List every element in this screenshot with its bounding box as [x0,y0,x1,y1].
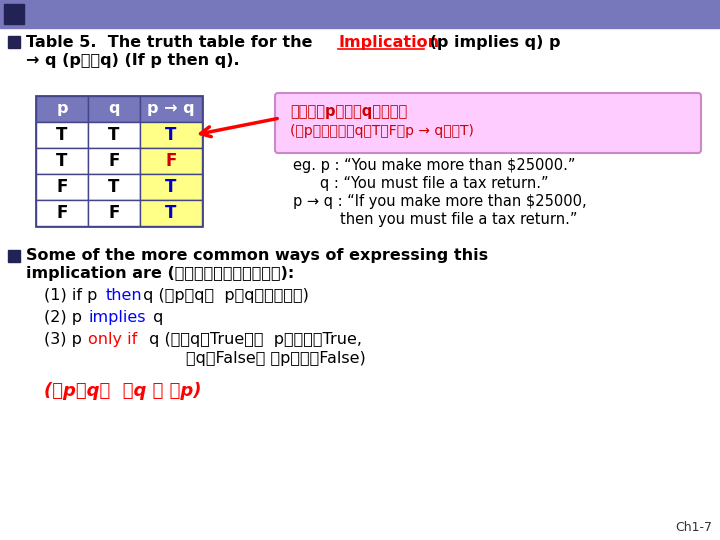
Text: only if: only if [88,332,138,347]
Text: Table 5.  The truth table for the: Table 5. The truth table for the [26,35,318,50]
Text: p → q: p → q [147,102,195,117]
Bar [36,96,202,226]
Bar [140,148,202,174]
Text: T: T [166,204,176,222]
Text: Implication: Implication [338,35,439,50]
Text: q (若p則q，  p是q的充分條件): q (若p則q， p是q的充分條件) [138,288,309,303]
Text: implies: implies [88,310,145,325]
Text: 若q是False， 則p一定是False): 若q是False， 則p一定是False) [186,351,366,366]
Text: F: F [56,178,68,196]
Bar [140,96,202,122]
Text: implication are (下列幾種用法都是相同的):: implication are (下列幾種用法都是相同的): [26,266,294,281]
Bar [8,250,20,262]
Text: F: F [108,204,120,222]
Bar [36,200,88,226]
Text: then you must file a tax return.”: then you must file a tax return.” [340,212,577,227]
Bar [88,174,140,200]
Text: (若p錯，則不管q是T或F，p → q都是T): (若p錯，則不管q是T或F，p → q都是T) [290,124,474,138]
Text: then: then [106,288,143,303]
Bar [8,36,20,48]
Text: F: F [166,152,176,170]
Text: 要求：若p對，則q一定要對: 要求：若p對，則q一定要對 [290,104,408,119]
Text: F: F [108,152,120,170]
Bar [36,174,88,200]
Bar [88,96,140,122]
Text: p: p [56,102,68,117]
FancyBboxPatch shape [275,93,701,153]
Text: (若p則q，  非q 則 非p): (若p則q， 非q 則 非p) [44,382,202,400]
Text: T: T [166,126,176,144]
Text: (p implies q) p: (p implies q) p [424,35,560,50]
Text: q (只有q是True時，  p才可能是True,: q (只有q是True時， p才可能是True, [144,332,362,347]
Bar [36,96,88,122]
Bar [140,174,202,200]
Bar [88,148,140,174]
Bar [4,4,24,24]
Text: eg. p : “You make more than $25000.”: eg. p : “You make more than $25000.” [293,158,575,173]
Text: p → q : “If you make more than $25000,: p → q : “If you make more than $25000, [293,194,587,209]
Bar [140,122,202,148]
Text: → q (p蕴洵q) (If p then q).: → q (p蕴洵q) (If p then q). [26,53,240,68]
Bar [88,200,140,226]
Bar [140,200,202,226]
Bar [36,122,88,148]
Text: Ch1-7: Ch1-7 [675,521,712,534]
Text: (1) if p: (1) if p [44,288,102,303]
Text: T: T [56,126,68,144]
Text: T: T [56,152,68,170]
Bar [36,148,88,174]
Text: (3) p: (3) p [44,332,87,347]
Bar [88,122,140,148]
Text: Some of the more common ways of expressing this: Some of the more common ways of expressi… [26,248,488,263]
Bar [0,0,720,28]
Text: q: q [108,102,120,117]
Text: q: q [148,310,163,325]
Text: q : “You must file a tax return.”: q : “You must file a tax return.” [320,176,549,191]
Text: F: F [56,204,68,222]
Text: (2) p: (2) p [44,310,87,325]
Text: T: T [166,178,176,196]
Text: T: T [108,126,120,144]
Text: T: T [108,178,120,196]
